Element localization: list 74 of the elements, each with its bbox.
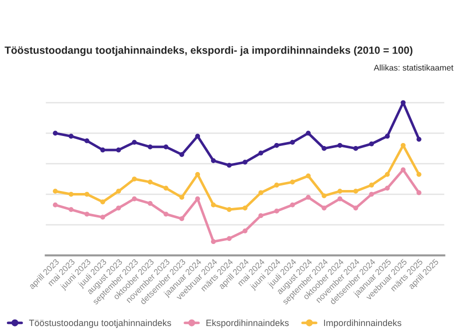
point — [242, 160, 248, 165]
point — [68, 134, 74, 139]
point — [132, 196, 137, 202]
legend-label: Impordihinnaindeks — [324, 319, 402, 328]
chart-title: Tööstustoodangu tootjahinnaindeks, ekspordi- ja impordihinnaindeks (2010 = 100) — [4, 46, 412, 56]
point — [52, 202, 58, 208]
point — [164, 186, 168, 191]
point — [353, 206, 358, 210]
point — [132, 176, 137, 182]
point — [52, 130, 58, 136]
point — [384, 134, 390, 139]
point — [116, 206, 121, 210]
point — [258, 213, 264, 218]
point — [337, 196, 342, 202]
point — [179, 216, 184, 222]
legend-label: Tööstustoodangu tootjahinnaindeks — [29, 319, 172, 328]
point — [416, 136, 422, 142]
point — [148, 144, 153, 150]
point — [226, 162, 232, 168]
point — [258, 150, 264, 156]
point — [322, 146, 327, 151]
point — [210, 202, 216, 208]
point — [384, 186, 390, 191]
point — [100, 214, 106, 220]
point — [164, 212, 168, 217]
point — [84, 138, 90, 144]
point — [132, 140, 137, 145]
point — [306, 194, 311, 200]
point — [100, 199, 106, 204]
point — [322, 193, 327, 198]
point — [148, 201, 153, 206]
point — [258, 190, 264, 196]
point — [116, 188, 121, 194]
point — [84, 192, 90, 197]
point — [148, 180, 153, 184]
point — [290, 140, 295, 145]
point — [322, 206, 327, 210]
point — [416, 190, 422, 196]
point — [353, 188, 358, 194]
point — [226, 207, 232, 212]
point — [242, 206, 248, 210]
point — [290, 202, 295, 208]
text: Allikas: statistikaamet — [374, 64, 454, 71]
point — [306, 130, 311, 136]
point — [400, 167, 406, 172]
point — [195, 134, 200, 139]
point — [337, 142, 342, 148]
point — [416, 172, 422, 177]
point — [116, 148, 121, 152]
point — [68, 192, 74, 197]
point — [369, 141, 374, 146]
point — [84, 212, 90, 217]
point — [369, 192, 374, 197]
point — [68, 207, 74, 212]
point — [210, 158, 216, 164]
point — [274, 208, 280, 214]
point — [226, 236, 232, 241]
point — [274, 142, 280, 148]
point — [179, 152, 184, 157]
point — [242, 228, 248, 234]
point — [337, 188, 342, 194]
point — [369, 182, 374, 188]
point — [353, 146, 358, 151]
point — [179, 194, 184, 200]
point — [384, 172, 390, 177]
point — [274, 182, 280, 188]
legend-label: Ekspordihinnaindeks — [206, 319, 289, 328]
point — [306, 174, 311, 178]
point — [290, 180, 295, 184]
point — [164, 144, 168, 150]
point — [195, 172, 200, 177]
point — [100, 148, 106, 152]
point — [52, 188, 58, 194]
point — [210, 239, 216, 244]
